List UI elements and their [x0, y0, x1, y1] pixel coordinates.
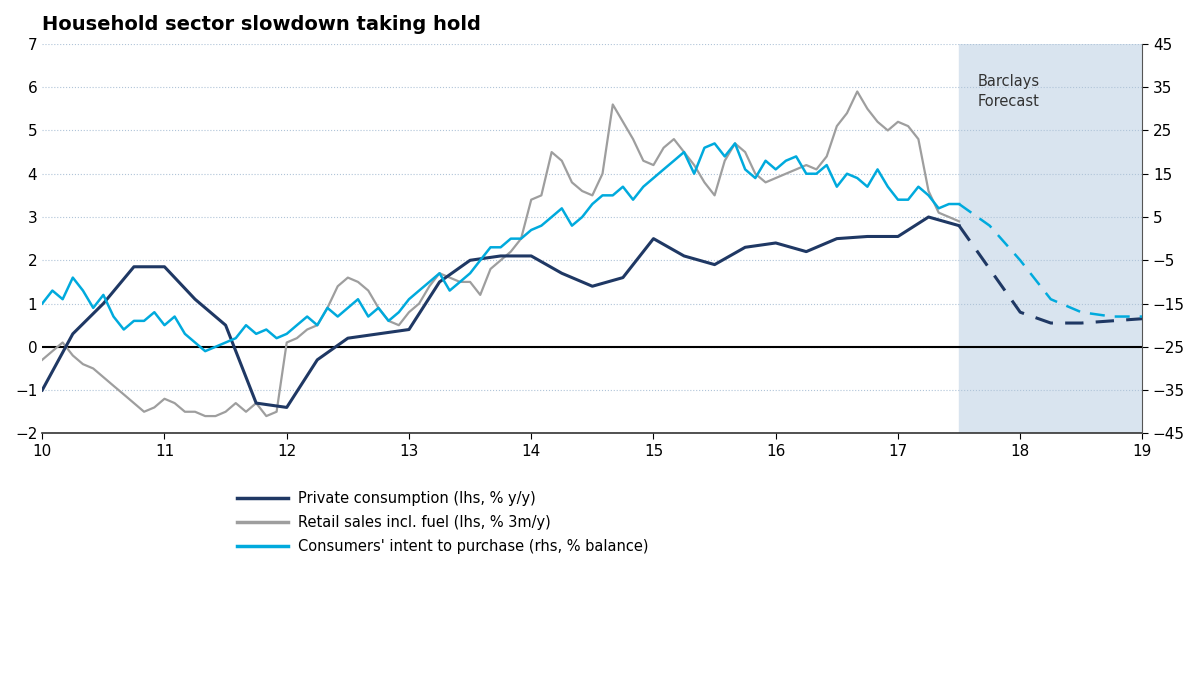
Bar [959, 44, 1142, 433]
Text: Barclays
Forecast: Barclays Forecast [978, 74, 1039, 109]
Text: Household sector slowdown taking hold: Household sector slowdown taking hold [42, 15, 481, 34]
Legend: Private consumption (lhs, % y/y), Retail sales incl. fuel (lhs, % 3m/y), Consume: Private consumption (lhs, % y/y), Retail… [236, 491, 648, 553]
